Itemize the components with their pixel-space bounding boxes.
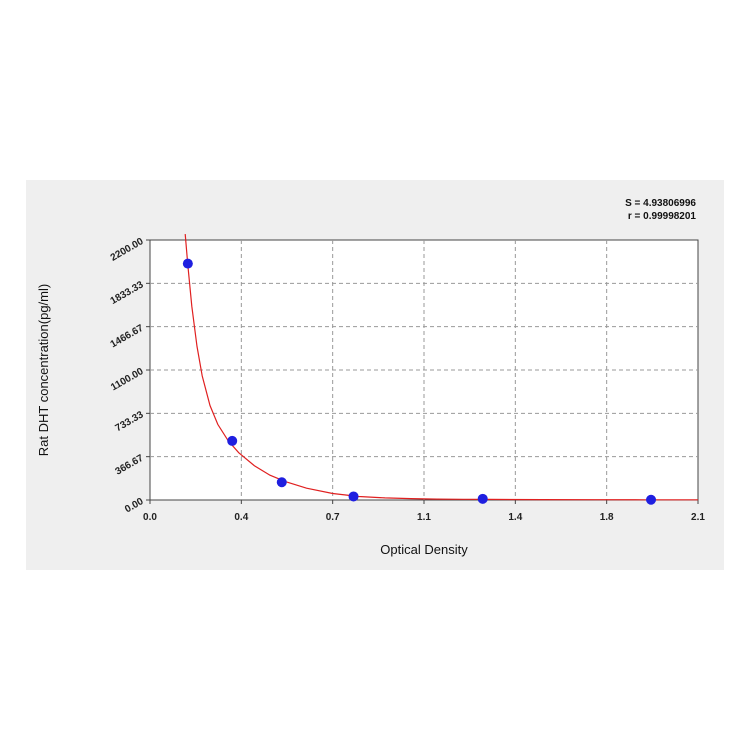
x-axis-title: Optical Density: [380, 542, 468, 557]
data-point: [227, 435, 238, 446]
x-tick-label: 2.1: [691, 512, 705, 523]
standard-curve-chart: 0.0 0.4 0.7 1.1 1.4 1.8 2.1 0.00366.67733.3311…: [36, 198, 705, 557]
y-tick-label: 366.67: [114, 453, 146, 478]
x-tick-label: 1.8: [600, 512, 614, 523]
x-tick-label: 1.1: [417, 512, 431, 523]
x-tick-label: 0.4: [234, 512, 248, 523]
fit-s-annotation: S = 4.93806996: [625, 198, 696, 209]
y-tick-label: 2200.00: [109, 236, 146, 264]
data-point: [477, 493, 488, 504]
x-tick-label: 0.7: [326, 512, 340, 523]
y-axis-title: Rat DHT concentration(pg/ml): [36, 284, 51, 456]
data-points: [182, 258, 657, 505]
data-point: [646, 494, 657, 505]
y-axis-ticks: 0.00366.67733.331100.001466.671833.33220…: [109, 236, 150, 515]
data-point: [276, 477, 287, 488]
y-tick-label: 733.33: [114, 409, 146, 434]
y-tick-label: 1833.33: [109, 279, 146, 307]
data-point: [348, 491, 359, 502]
x-axis-ticks: 0.0 0.4 0.7 1.1 1.4 1.8 2.1: [143, 500, 705, 523]
data-point: [182, 258, 193, 269]
fit-r-annotation: r = 0.99998201: [628, 211, 697, 222]
chart-panel: 0.0 0.4 0.7 1.1 1.4 1.8 2.1 0.00 366.67 733.33 11…: [26, 180, 724, 570]
y-tick-label: 1466.67: [109, 323, 146, 351]
fit-curve-line: [184, 234, 698, 501]
x-tick-label: 0.0: [143, 512, 157, 523]
grid-lines: [150, 240, 698, 500]
x-tick-label: 1.4: [508, 512, 522, 523]
y-tick-label: 1100.00: [109, 366, 146, 394]
